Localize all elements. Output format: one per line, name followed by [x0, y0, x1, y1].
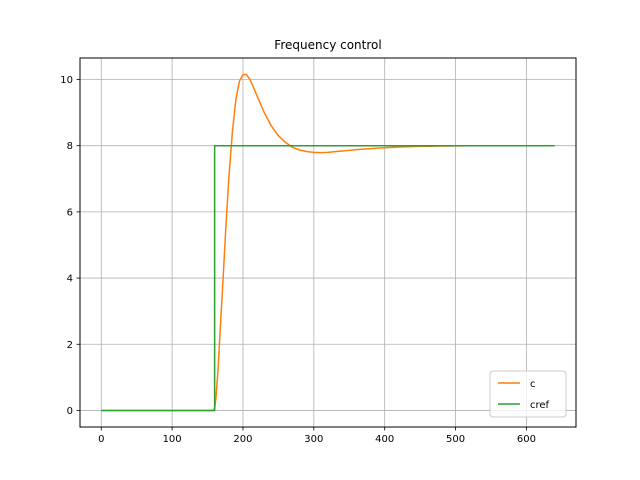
y-tick-label: 8: [67, 141, 73, 152]
x-tick-label: 500: [446, 434, 465, 445]
series-line-cref: [101, 144, 555, 412]
chart-title: Frequency control: [274, 38, 381, 52]
x-tick-label: 600: [517, 434, 536, 445]
series-line-c: [101, 73, 555, 412]
y-tick-label: 10: [60, 75, 73, 86]
x-tick-label: 100: [163, 434, 182, 445]
legend: c cref: [489, 370, 567, 418]
ticks: 0 100 200 300 400 500 600 0 2 4 6 8 10: [60, 75, 536, 445]
x-tick-label: 400: [375, 434, 394, 445]
series-group: [101, 73, 555, 412]
x-tick-label: 200: [233, 434, 252, 445]
x-tick-label: 0: [98, 434, 104, 445]
y-tick-label: 4: [67, 274, 73, 285]
y-tick-label: 2: [67, 340, 73, 351]
legend-box: [489, 370, 567, 418]
x-tick-label: 300: [304, 434, 323, 445]
legend-label-c: c: [530, 379, 536, 390]
y-tick-label: 0: [67, 406, 73, 417]
legend-label-cref: cref: [530, 400, 550, 411]
plot-frame: [79, 57, 577, 428]
y-tick-label: 6: [67, 207, 73, 218]
